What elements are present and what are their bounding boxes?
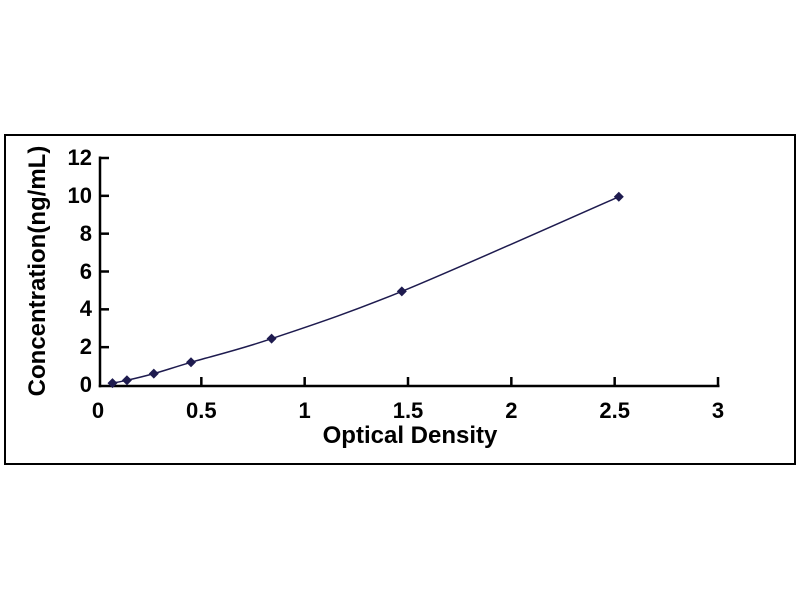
chart-frame bbox=[4, 134, 796, 465]
data-point-marker bbox=[107, 378, 118, 389]
x-tick-label: 1 bbox=[298, 398, 311, 423]
x-tick-label: 2 bbox=[505, 398, 518, 423]
y-tick-label: 10 bbox=[67, 182, 92, 208]
x-tick-label: 0 bbox=[91, 398, 105, 423]
data-point-marker bbox=[266, 333, 277, 344]
data-point-marker bbox=[148, 368, 159, 379]
data-point-marker bbox=[186, 357, 196, 368]
x-tick-label: 2.5 bbox=[599, 398, 630, 423]
x-tick-label: 3 bbox=[711, 398, 725, 423]
data-point-marker bbox=[396, 286, 407, 297]
x-tick-label: 1.5 bbox=[392, 398, 424, 423]
y-tick-label: 2 bbox=[79, 334, 92, 360]
y-tick-label: 4 bbox=[79, 296, 92, 322]
y-tick-label: 8 bbox=[79, 220, 92, 246]
x-axis-title: Optical Density bbox=[322, 422, 498, 449]
y-tick-label: 12 bbox=[67, 145, 92, 170]
y-tick-label: 6 bbox=[79, 258, 92, 284]
y-tick-label: 0 bbox=[79, 372, 92, 397]
standard-curve-line bbox=[112, 196, 620, 384]
x-tick-label: 0.5 bbox=[186, 398, 217, 423]
data-point-marker bbox=[613, 191, 624, 202]
data-point-marker bbox=[121, 375, 132, 386]
